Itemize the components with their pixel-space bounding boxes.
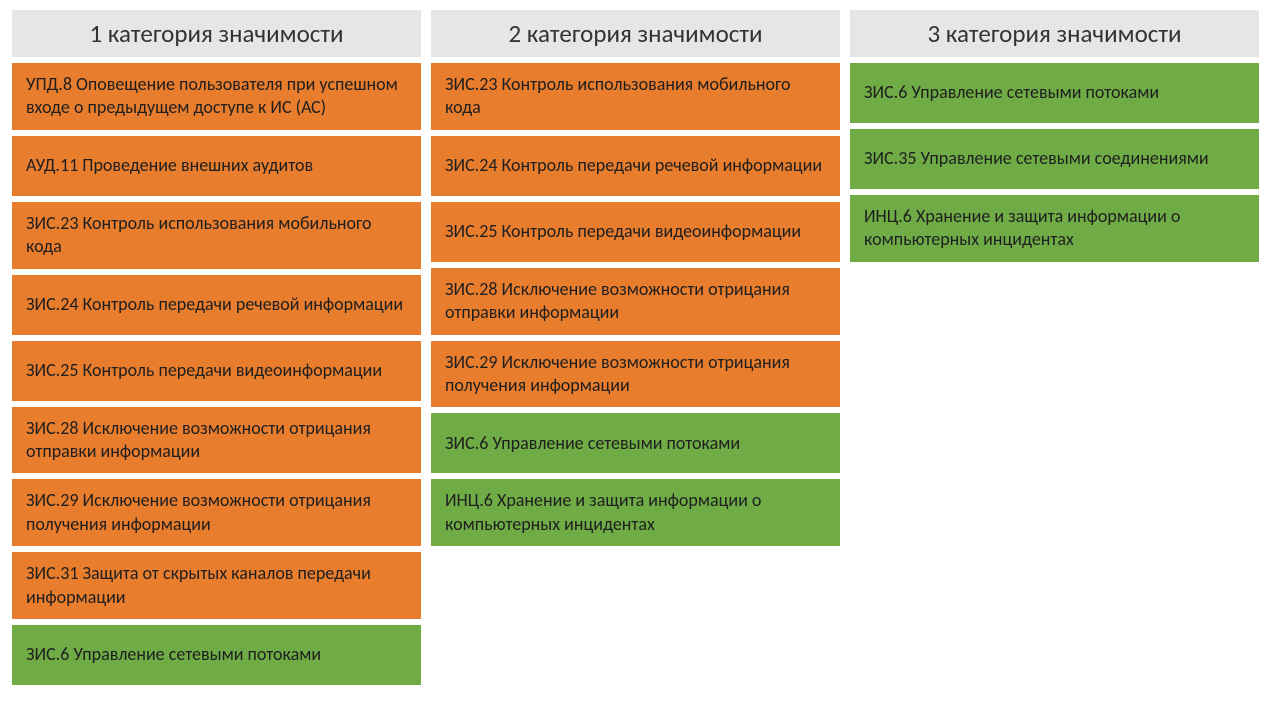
category-item: ЗИС.23 Контроль использования мобильного… xyxy=(431,63,840,130)
column-1: 1 категория значимости УПД.8 Оповещение п… xyxy=(12,10,421,685)
category-item: ЗИС.31 Защита от скрытых каналов передач… xyxy=(12,552,421,619)
column-2: 2 категория значимости ЗИС.23 Контроль ис… xyxy=(431,10,840,685)
column-header: 2 категория значимости xyxy=(431,10,840,57)
category-item: ЗИС.28 Исключение возможности отрицания … xyxy=(431,268,840,335)
category-item: ЗИС.24 Контроль передачи речевой информа… xyxy=(12,275,421,335)
category-item: ЗИС.6 Управление сетевыми потоками xyxy=(431,413,840,473)
category-item: ИНЦ.6 Хранение и защита информации о ком… xyxy=(431,479,840,546)
category-item: ЗИС.29 Исключение возможности отрицания … xyxy=(431,341,840,408)
category-item: ЗИС.29 Исключение возможности отрицания … xyxy=(12,479,421,546)
column-header: 3 категория значимости xyxy=(850,10,1259,57)
category-item: УПД.8 Оповещение пользователя при успешн… xyxy=(12,63,421,130)
column-header: 1 категория значимости xyxy=(12,10,421,57)
category-item: ЗИС.28 Исключение возможности отрицания … xyxy=(12,407,421,474)
category-item: ЗИС.35 Управление сетевыми соединениями xyxy=(850,129,1259,189)
column-3: 3 категория значимости ЗИС.6 Управление с… xyxy=(850,10,1259,685)
category-item: ЗИС.23 Контроль использования мобильного… xyxy=(12,202,421,269)
columns-container: 1 категория значимости УПД.8 Оповещение п… xyxy=(12,10,1268,685)
category-item: ИНЦ.6 Хранение и защита информации о ком… xyxy=(850,195,1259,262)
category-item: ЗИС.24 Контроль передачи речевой информа… xyxy=(431,136,840,196)
category-item: ЗИС.6 Управление сетевыми потоками xyxy=(850,63,1259,123)
category-item: ЗИС.25 Контроль передачи видеоинформации xyxy=(12,341,421,401)
category-item: АУД.11 Проведение внешних аудитов xyxy=(12,136,421,196)
category-item: ЗИС.6 Управление сетевыми потоками xyxy=(12,625,421,685)
category-item: ЗИС.25 Контроль передачи видеоинформации xyxy=(431,202,840,262)
